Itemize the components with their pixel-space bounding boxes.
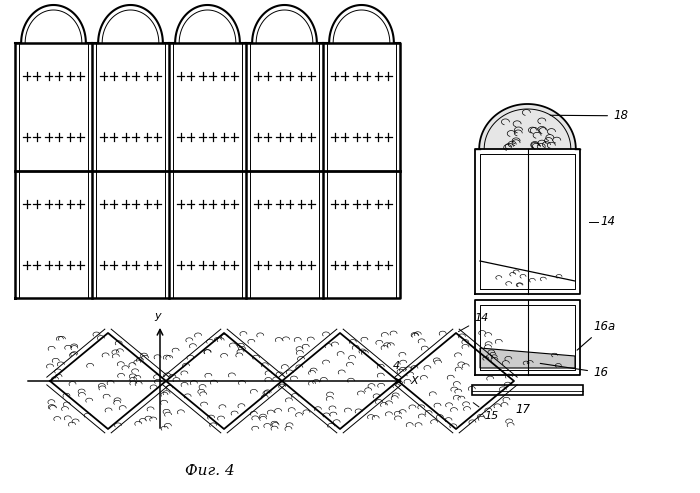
Text: X: X xyxy=(410,376,418,386)
Text: 4: 4 xyxy=(393,361,400,371)
Bar xyxy=(472,385,583,395)
Text: 16: 16 xyxy=(540,363,608,379)
Text: 16a: 16a xyxy=(577,320,615,350)
Polygon shape xyxy=(475,104,580,149)
Text: 18: 18 xyxy=(550,109,628,122)
Text: 14: 14 xyxy=(458,313,489,332)
Text: y: y xyxy=(155,311,161,321)
Polygon shape xyxy=(480,348,575,368)
Text: 17: 17 xyxy=(515,403,530,416)
Text: 15: 15 xyxy=(473,403,498,421)
Text: 14: 14 xyxy=(600,215,615,228)
Text: Фиг. 4: Фиг. 4 xyxy=(185,464,235,478)
